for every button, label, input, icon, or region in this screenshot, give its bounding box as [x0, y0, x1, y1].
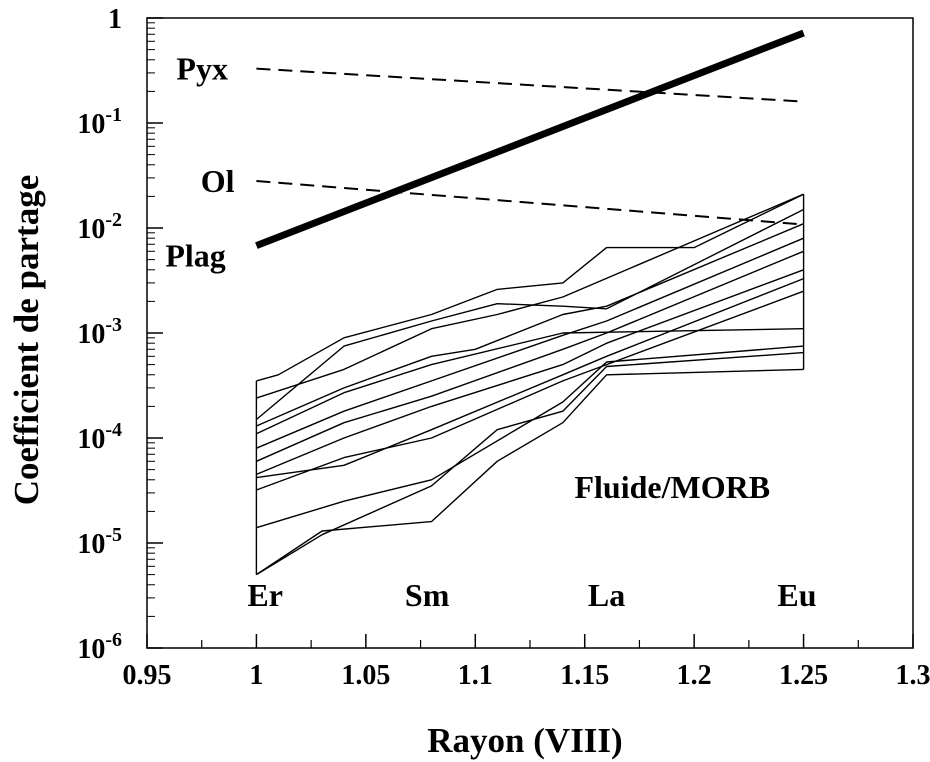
y-axis-label: Coefficient de partage	[7, 175, 46, 505]
annotation-plag: Plag	[165, 237, 225, 273]
element-label-er: Er	[247, 577, 283, 613]
element-label-la: La	[588, 577, 625, 613]
x-tick-label-3: 1.1	[458, 660, 493, 691]
annotation-ol: Ol	[201, 163, 235, 199]
fluide-morb-line-11	[256, 277, 804, 479]
axis-frame	[146, 17, 914, 649]
fluide-morb-line-7	[256, 328, 804, 435]
element-label-sm: Sm	[405, 577, 450, 613]
x-tick-label-1: 1	[249, 660, 263, 691]
fluide-morb-line-9	[256, 250, 804, 462]
fluide-morb-line-8	[256, 237, 804, 449]
labels-layer: 0.95 1 1.05 1.1 1.15 1.2 1.25 1.3 10-6 10-5 10-4 10…	[77, 4, 930, 691]
fluide-morb-line-12	[256, 290, 804, 491]
y-tick-label-4: 10-2	[77, 209, 122, 245]
fluide-morb-line-13	[256, 345, 804, 529]
x-tick-label-6: 1.25	[779, 660, 828, 691]
annotation-fluide-morb: Fluide/MORB	[574, 469, 770, 505]
fluide-morb-line-10	[256, 269, 804, 476]
y-tick-label-3: 10-3	[77, 314, 122, 350]
x-tick-label-4: 1.15	[560, 660, 609, 691]
fluide-morb-line-4	[256, 193, 804, 399]
x-axis-label: Rayon (VIII)	[427, 721, 622, 760]
fluide-morb-line-5	[255, 208, 804, 421]
fluide-morb-line-3	[256, 193, 804, 382]
fluide-morb-line-14	[256, 351, 804, 576]
ticks-layer	[146, 17, 914, 649]
y-tick-label-0: 10-6	[77, 629, 122, 665]
x-tick-label-0: 0.95	[123, 660, 172, 691]
series-layer	[255, 29, 805, 576]
fluide-morb-line-6	[256, 223, 804, 427]
y-tick-label-2: 10-4	[77, 419, 122, 455]
x-tick-label-7: 1.3	[896, 660, 930, 691]
x-tick-label-2: 1.05	[341, 660, 390, 691]
y-tick-label-1: 10-5	[77, 524, 122, 560]
y-tick-label-6: 1	[108, 4, 122, 35]
y-tick-label-5: 10-1	[77, 104, 122, 140]
annotation-pyx: Pyx	[176, 51, 228, 87]
fluide-morb-line-15	[256, 368, 804, 576]
series-ol	[256, 180, 804, 226]
series-pyx	[256, 67, 804, 103]
element-label-eu: Eu	[777, 577, 816, 613]
series-plag	[255, 29, 805, 249]
x-tick-label-5: 1.2	[677, 660, 712, 691]
